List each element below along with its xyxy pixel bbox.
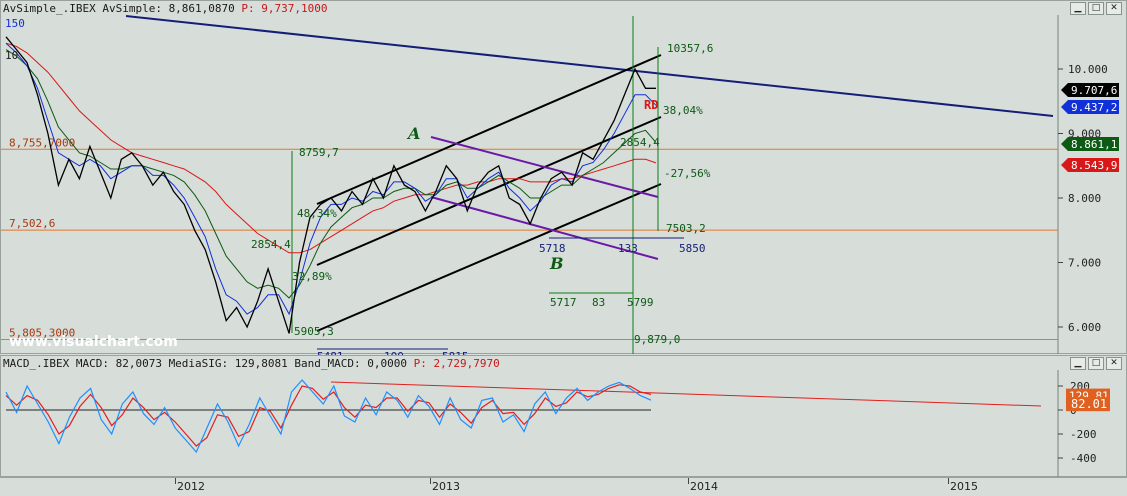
macd-tag-label: 82.01 [1071, 397, 1107, 411]
annotation-8759-left: 8759,7 [299, 146, 339, 159]
rd-label: RD [644, 98, 658, 112]
horizontal-level-label: 7,502,6 [9, 217, 55, 230]
macd-chart-title-text: MACD_.IBEX MACD: 82,0073 MediaSIG: 129,8… [3, 357, 407, 370]
price-tag-bg [1061, 158, 1119, 172]
price-chart-title: AvSimple_.IBEX AvSimple: 8,861,0870 P: 9… [3, 2, 328, 15]
annotation-pct-left2: 32,89% [292, 270, 332, 283]
macd-chart-p-label: P: 2,729,7970 [413, 357, 500, 370]
x-tick-label: 2015 [950, 480, 978, 493]
y-tick-label: 10.000 [1068, 63, 1108, 76]
channel-middle-line [316, 116, 662, 266]
macd-chart-title: MACD_.IBEX MACD: 82,0073 MediaSIG: 129,8… [3, 357, 500, 370]
annotation-83: 83 [592, 296, 605, 309]
horizontal-level-label: 5,805,3000 [9, 327, 75, 340]
annotation-133: 133 [618, 242, 638, 255]
purple-channel-upper [430, 136, 659, 198]
price-tag-label: 8.861,1 [1071, 138, 1117, 151]
channel-upper-line [316, 54, 662, 205]
trend-line-long [125, 15, 1054, 117]
macd-chart-panel: MACD_.IBEX MACD: 82,0073 MediaSIG: 129,8… [0, 355, 1127, 478]
annotation-5481: 5481 [317, 350, 344, 355]
x-axis: 2012 2013 2014 2015 [0, 477, 1127, 496]
series-line [5, 49, 657, 299]
x-tick-mark [688, 478, 689, 484]
price-chart-p-label: P: 9,737,1000 [241, 2, 328, 15]
price-tag-bg [1061, 137, 1119, 151]
macd-y-tick-label: -400 [1070, 452, 1097, 465]
close-icon[interactable]: ✕ [1106, 2, 1122, 15]
series-line [5, 36, 656, 334]
annotation-5718: 5718 [539, 242, 566, 255]
y-tick-label: 8.000 [1068, 192, 1101, 205]
x-tick-mark [948, 478, 949, 484]
x-tick-mark [430, 478, 431, 484]
price-tag-label: 9.707,6 [1071, 84, 1117, 97]
x-tick-label: 2012 [177, 480, 205, 493]
watermark: www.visualchart.com [9, 334, 178, 350]
price-chart-svg[interactable]: 8,755,70007,502,65,805,300010.0009.0008.… [1, 1, 1127, 355]
price-chart-panel: AvSimple_.IBEX AvSimple: 8,861,0870 P: 9… [0, 0, 1127, 355]
macd-trend-line [330, 381, 1042, 407]
close-icon[interactable]: ✕ [1106, 357, 1122, 370]
macd-window-buttons: ▁ □ ✕ [1070, 357, 1122, 370]
price-tag-bg [1061, 83, 1119, 97]
annotation-100: 100 [384, 350, 404, 355]
minimize-icon[interactable]: ▁ [1070, 357, 1086, 370]
price-tag-bg [1061, 100, 1119, 114]
maximize-icon[interactable]: □ [1088, 2, 1104, 15]
x-tick-mark [175, 478, 176, 484]
annotation-5717: 5717 [550, 296, 577, 309]
price-tag-label: 9.437,2 [1071, 101, 1117, 114]
macd-series-line [5, 379, 652, 454]
annotation-5905: 5905,3 [294, 325, 334, 338]
annotation-2854-right: 2854,4 [620, 136, 660, 149]
annotation-7503: 7503,2 [666, 222, 706, 235]
annotation-pct-down: -27,56% [664, 167, 711, 180]
x-tick-label: 2013 [432, 480, 460, 493]
price-window-buttons: ▁ □ ✕ [1070, 2, 1122, 15]
price-chart-title-text: AvSimple_.IBEX AvSimple: 8,861,0870 [3, 2, 235, 15]
corner-label-2: 10 [5, 49, 18, 62]
macd-tag-bg [1066, 397, 1110, 412]
annotation-5815: 5815 [442, 350, 469, 355]
horizontal-level-label: 8,755,7000 [9, 136, 75, 149]
series-line [5, 42, 657, 316]
x-tick-label: 2014 [690, 480, 718, 493]
price-tag-label: 8.543,9 [1071, 159, 1117, 172]
annotation-pct-left: 48,34% [297, 207, 337, 220]
annotation-5850: 5850 [679, 242, 706, 255]
pattern-letter-a: A [406, 124, 420, 143]
annotation-pct-up: 38,04% [663, 104, 703, 117]
annotation-9879: 9,879,0 [634, 333, 680, 346]
maximize-icon[interactable]: □ [1088, 357, 1104, 370]
channel-lower-line [316, 183, 662, 332]
annotation-peak: 10357,6 [667, 42, 713, 55]
y-tick-label: 6.000 [1068, 321, 1101, 334]
minimize-icon[interactable]: ▁ [1070, 2, 1086, 15]
annotation-2854-left: 2854,4 [251, 238, 291, 251]
macd-y-tick-label: -200 [1070, 428, 1097, 441]
series-line [5, 42, 657, 254]
pattern-letter-b: B [549, 254, 564, 273]
annotation-5799: 5799 [627, 296, 654, 309]
y-tick-label: 7.000 [1068, 257, 1101, 270]
corner-label: 150 [5, 17, 25, 30]
